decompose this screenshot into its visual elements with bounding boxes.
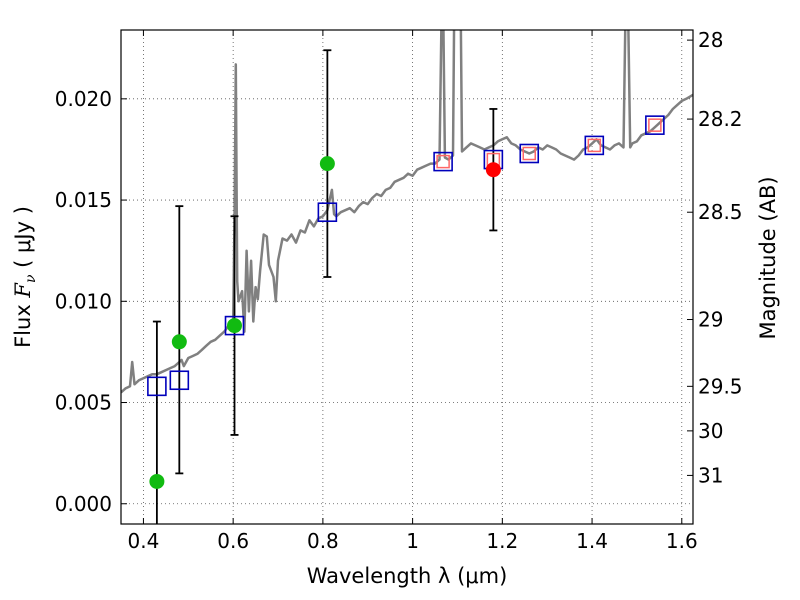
- x-tick-label: 0.4: [128, 529, 160, 553]
- grid: [121, 30, 693, 524]
- model-photometry-box: [433, 151, 453, 172]
- model-box-inner: [436, 154, 450, 169]
- x-tick-label: 1: [406, 529, 419, 553]
- y2-tick-label: 31: [698, 463, 723, 487]
- model-box-inner: [522, 146, 537, 161]
- x-axis-label: Wavelength λ (μm): [307, 564, 508, 588]
- detection-point: [227, 318, 243, 334]
- y2-axis-label: Magnitude (AB): [756, 176, 780, 339]
- y-tick-label: 0.015: [55, 188, 112, 212]
- y2-tick-label: 28.2: [698, 107, 743, 131]
- y2-tick-label: 29: [698, 308, 723, 332]
- y-tick-label: 0.010: [55, 289, 112, 313]
- axis-ticks: 0.4 0.6 0.8 1 1.2 1.4 1.6 0.000 0.005 0.010 0.015 0…: [55, 28, 743, 553]
- x-tick-label: 1.6: [666, 529, 698, 553]
- y2-tick-label: 28: [698, 28, 723, 52]
- model-photometry-box: [224, 315, 245, 336]
- highlighted-point: [485, 162, 501, 178]
- model-spectrum-line: [121, 30, 693, 394]
- y-tick-label: 0.000: [55, 492, 112, 516]
- y2-tick-label: 28.5: [698, 200, 743, 224]
- plot-background: [121, 30, 693, 524]
- x-tick-label: 1.4: [576, 529, 608, 553]
- x-tick-label: 1.2: [486, 529, 518, 553]
- y2-tick-label: 29.5: [698, 374, 743, 398]
- y2-tick-label: 30: [698, 419, 723, 443]
- model-box-inner: [587, 138, 602, 153]
- y-tick-label: 0.020: [55, 87, 112, 111]
- model-photometry-box: [519, 143, 540, 164]
- y-axis-label: Flux Fν ( μJy ): [11, 206, 39, 348]
- detection-point: [319, 156, 335, 172]
- model-photometry-box: [584, 135, 605, 156]
- model-photometry-box: [317, 202, 338, 223]
- detection-point: [171, 334, 187, 350]
- plot-area: [121, 30, 693, 524]
- y-tick-label: 0.005: [55, 391, 112, 415]
- detection-point: [149, 473, 165, 489]
- x-tick-label: 0.6: [217, 529, 249, 553]
- model-photometry-box: [169, 370, 190, 391]
- x-tick-label: 0.8: [307, 529, 339, 553]
- plot-frame: [120, 29, 694, 525]
- model-photometry-box: [645, 115, 665, 135]
- model-box-inner: [648, 118, 662, 132]
- model-photometry-box: [147, 376, 167, 397]
